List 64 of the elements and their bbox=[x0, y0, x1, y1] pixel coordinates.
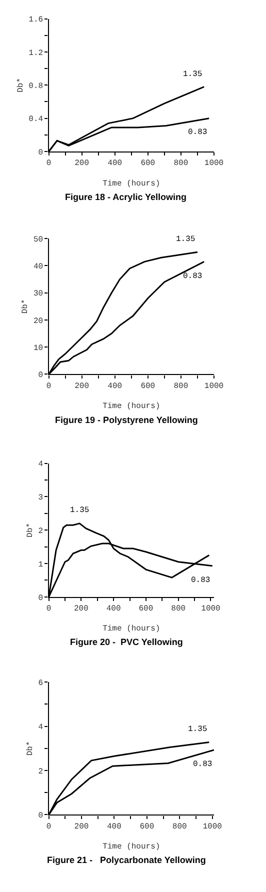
series-label: 0.83 bbox=[193, 760, 212, 769]
y-tick-label: 40 bbox=[33, 262, 44, 272]
series-label: 1.35 bbox=[188, 725, 208, 734]
y-tick-label: 1.6 bbox=[28, 16, 44, 25]
text: Figure 19 - Polystyrene Yellowing bbox=[55, 415, 198, 425]
y-tick-label: 2 bbox=[38, 526, 44, 536]
y-tick-label: 1 bbox=[38, 560, 44, 570]
y-tick-label: 2 bbox=[38, 767, 44, 776]
x-tick-label: 800 bbox=[174, 382, 188, 391]
y-tick-label: 30 bbox=[33, 290, 44, 299]
x-tick-label: 800 bbox=[171, 604, 186, 614]
series-label: 1.35 bbox=[176, 235, 196, 244]
y-tick-label: 4 bbox=[38, 460, 44, 470]
y-axis-title: Db* bbox=[16, 78, 26, 92]
x-tick-label: 800 bbox=[172, 822, 188, 832]
y-axis-title: Db* bbox=[21, 299, 30, 314]
x-axis-title: Time (hours) bbox=[102, 842, 160, 852]
x-tick-label: 400 bbox=[106, 604, 121, 614]
x-tick-label: 200 bbox=[74, 382, 90, 391]
y-tick-label: 0 bbox=[38, 148, 44, 158]
series-label: 1.35 bbox=[183, 70, 202, 79]
x-tick-label: 0 bbox=[46, 604, 52, 614]
y-tick-label: 6 bbox=[38, 678, 44, 688]
series-label: 0.83 bbox=[188, 128, 208, 137]
y-axis-title: Db* bbox=[26, 522, 35, 538]
y-tick-label: 0 bbox=[38, 812, 44, 821]
x-axis-title: Time (hours) bbox=[102, 402, 160, 412]
y-axis-title: Db* bbox=[26, 741, 35, 756]
series-label: 1.35 bbox=[70, 506, 90, 515]
x-tick-label: 600 bbox=[140, 382, 156, 391]
x-tick-label: 400 bbox=[108, 382, 122, 391]
y-tick-label: 0 bbox=[38, 594, 44, 603]
y-tick-label: 1.2 bbox=[28, 48, 44, 58]
x-tick-label: 400 bbox=[107, 822, 122, 832]
x-tick-label: 200 bbox=[74, 159, 90, 168]
x-tick-label: 800 bbox=[174, 159, 188, 168]
x-tick-label: 600 bbox=[140, 159, 156, 168]
x-tick-label: 600 bbox=[138, 604, 154, 614]
y-tick-label: 50 bbox=[33, 235, 44, 244]
y-tick-label: 3 bbox=[38, 494, 44, 503]
x-tick-label: 0 bbox=[46, 159, 52, 168]
x-axis-title: Time (hours) bbox=[102, 624, 160, 634]
series-label: 0.83 bbox=[183, 272, 202, 281]
x-tick-label: 0 bbox=[46, 822, 52, 832]
series-label: 0.83 bbox=[191, 576, 210, 585]
y-tick-label: 0 bbox=[38, 371, 44, 380]
y-tick-label: 0.8 bbox=[28, 82, 44, 91]
x-tick-label: 1000 bbox=[204, 159, 224, 168]
text: Figure 20 - PVC Yellowing bbox=[70, 637, 183, 647]
x-tick-label: 1000 bbox=[204, 382, 224, 391]
x-tick-label: 200 bbox=[74, 604, 89, 614]
x-tick-label: 0 bbox=[46, 382, 52, 391]
x-tick-label: 1000 bbox=[202, 822, 222, 832]
text: Figure 18 - Acrylic Yellowing bbox=[65, 192, 187, 202]
x-axis-title: Time (hours) bbox=[102, 179, 160, 188]
x-tick-label: 200 bbox=[74, 822, 89, 832]
y-tick-label: 10 bbox=[33, 344, 44, 353]
y-tick-label: 0.4 bbox=[28, 115, 44, 124]
y-tick-label: 4 bbox=[38, 723, 44, 732]
text: Figure 21 - Polycarbonate Yellowing bbox=[47, 855, 206, 865]
x-tick-label: 400 bbox=[108, 159, 122, 168]
y-tick-label: 20 bbox=[33, 316, 44, 326]
x-tick-label: 600 bbox=[140, 822, 154, 832]
x-tick-label: 1000 bbox=[201, 604, 221, 614]
